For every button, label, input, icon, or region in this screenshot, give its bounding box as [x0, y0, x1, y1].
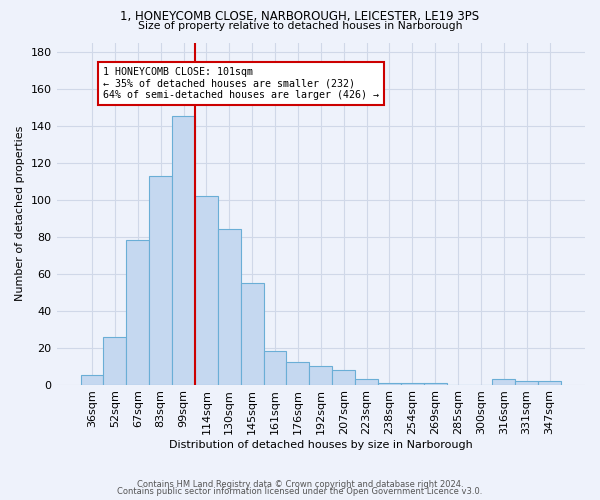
X-axis label: Distribution of detached houses by size in Narborough: Distribution of detached houses by size …: [169, 440, 473, 450]
Bar: [263, 352, 286, 384]
Bar: [80, 376, 103, 384]
Bar: [515, 381, 538, 384]
Text: 1 HONEYCOMB CLOSE: 101sqm
← 35% of detached houses are smaller (232)
64% of semi: 1 HONEYCOMB CLOSE: 101sqm ← 35% of detac…: [103, 66, 379, 100]
Bar: [538, 381, 561, 384]
Bar: [149, 176, 172, 384]
Bar: [378, 382, 401, 384]
Bar: [332, 370, 355, 384]
Bar: [218, 230, 241, 384]
Bar: [241, 283, 263, 384]
Bar: [103, 336, 127, 384]
Bar: [195, 196, 218, 384]
Text: Contains HM Land Registry data © Crown copyright and database right 2024.: Contains HM Land Registry data © Crown c…: [137, 480, 463, 489]
Bar: [493, 379, 515, 384]
Bar: [355, 379, 378, 384]
Text: Contains public sector information licensed under the Open Government Licence v3: Contains public sector information licen…: [118, 487, 482, 496]
Bar: [172, 116, 195, 384]
Bar: [401, 382, 424, 384]
Bar: [424, 382, 446, 384]
Bar: [286, 362, 310, 384]
Text: Size of property relative to detached houses in Narborough: Size of property relative to detached ho…: [138, 21, 462, 31]
Text: 1, HONEYCOMB CLOSE, NARBOROUGH, LEICESTER, LE19 3PS: 1, HONEYCOMB CLOSE, NARBOROUGH, LEICESTE…: [121, 10, 479, 23]
Bar: [127, 240, 149, 384]
Y-axis label: Number of detached properties: Number of detached properties: [15, 126, 25, 301]
Bar: [310, 366, 332, 384]
